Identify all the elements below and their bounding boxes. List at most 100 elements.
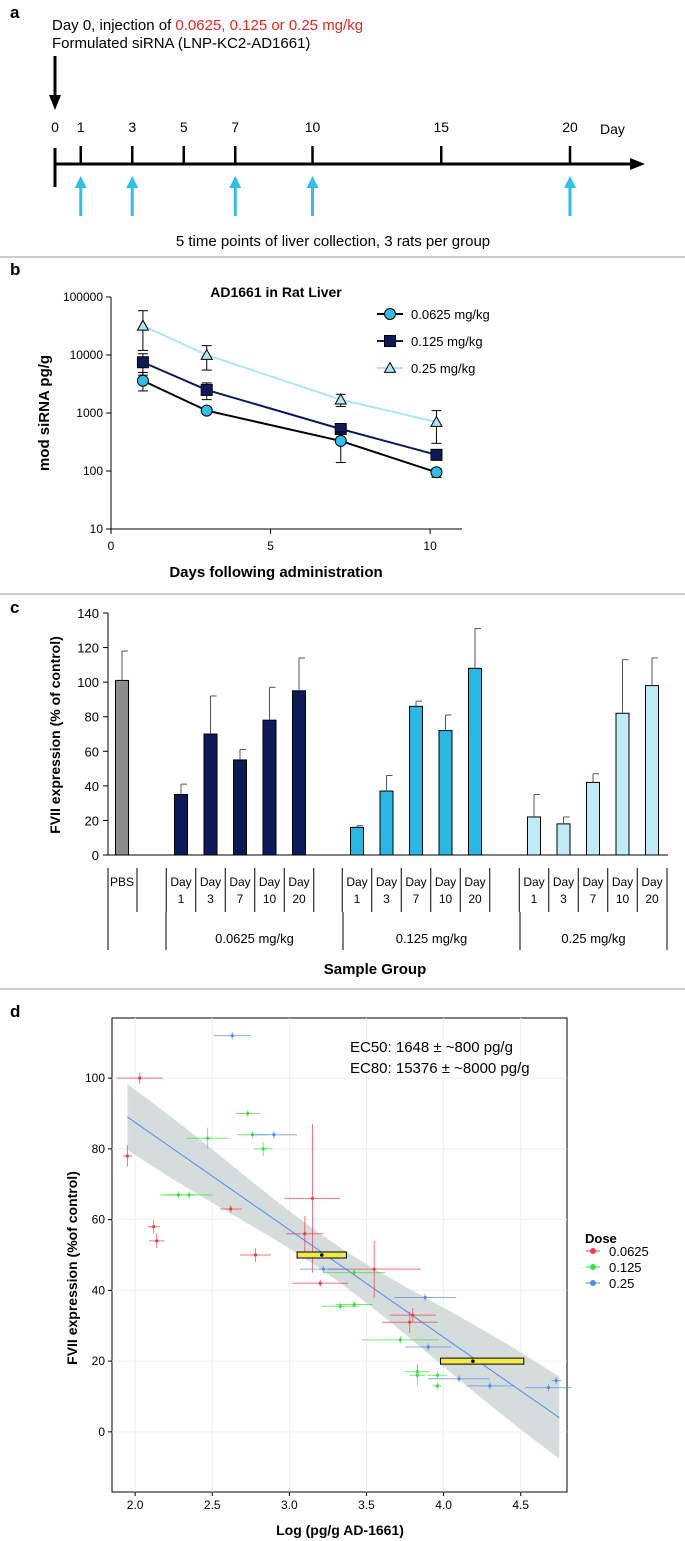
chart-d-data-point [435,1373,440,1377]
chart-c-bar-label-day: 10 [439,892,453,906]
panel-a: a Day 0, injection of 0.0625, 0.125 or 0… [10,3,645,250]
chart-c-y-tick-label: 40 [85,779,99,794]
panel-label-c: c [10,598,19,617]
chart-c-bar [615,712,630,856]
chart-d-data-point [229,1207,233,1211]
collection-arrow-icon [126,176,139,188]
chart-c-bar-label-day: 10 [263,892,277,906]
chart-d-data-point [303,1232,307,1236]
chart-c-y-tick-label: 0 [92,848,99,863]
panel-a-formulation-text: Formulated siRNA (LNP-KC2-AD1661) [52,35,310,52]
collection-arrow-icon [229,176,242,188]
chart-d-data-point [310,1196,315,1201]
chart-d-y-axis-label: FVII expression (%of control) [64,1171,80,1365]
chart-c-y-tick-label: 80 [85,710,99,725]
chart-c-bar [350,826,364,856]
chart-c-y-tick-label: 100 [77,675,99,690]
injection-arrow-head [49,95,61,110]
chart-c-bar-label-day: 20 [292,892,306,906]
chart-c-bar [645,685,659,856]
chart-c-bar-label: PBS [110,875,134,889]
panel-b: b AD1661 in Rat Liver Days following adm… [10,260,490,581]
chart-d-data-point [411,1313,415,1317]
chart-d-x-tick-label: 4.5 [512,1498,529,1512]
chart-c-bar-label: Day [405,875,426,889]
chart-d-data-point [187,1193,191,1197]
timeline-tick-label: 1 [77,119,85,135]
chart-d-legend-label: 0.25 [609,1276,634,1291]
chart-d-x-tick-label: 2.5 [204,1498,221,1512]
chart-d-ec-point [471,1359,475,1363]
chart-d-data-point [408,1320,412,1324]
panel-a-caption: 5 time points of liver collection, 3 rat… [176,233,490,250]
chart-b-x-axis-label: Days following administration [169,564,382,581]
chart-d-x-tick-label: 3.5 [358,1498,375,1512]
chart-b-data-point [200,404,213,417]
chart-c-bar-label-day: 1 [531,892,538,906]
chart-b-data-point [136,374,149,387]
chart-d-legend-label: 0.125 [609,1260,642,1275]
chart-d-data-point [546,1386,551,1390]
chart-d-data-point [423,1295,427,1300]
chart-d-data-point [352,1302,356,1307]
timeline-day-label: Day [600,121,625,137]
chart-d-data-point [272,1133,276,1137]
chart-b-data-point [334,393,348,405]
chart-c-bar-label: Day [582,875,603,889]
chart-c-y-tick-label: 60 [85,744,99,759]
chart-b-data-point [200,383,213,396]
chart-d-data-point [261,1147,265,1151]
chart-d-data-point [230,1034,234,1038]
chart-d-x-axis-label: Log (pg/g AD-1661) [276,1522,404,1538]
chart-c-bar [262,719,277,856]
chart-b-data-point [430,415,443,427]
chart-b-y-tick-label: 100000 [63,290,103,304]
chart-c-y-axis-label: FVII expression (% of control) [47,636,63,834]
timeline-tick-label: 10 [305,119,321,135]
chart-b-x-tick-label: 10 [423,539,437,553]
chart-b-data-point [136,319,150,331]
chart-c-bar-label-day: 7 [413,892,420,906]
chart-c-bar [438,730,453,856]
timeline-tick-label: 15 [433,119,449,135]
chart-b-title: AD1661 in Rat Liver [210,284,342,300]
collection-arrow-icon [306,176,319,188]
chart-c-bar [292,690,306,856]
chart-c-bar-label-day: 10 [616,892,630,906]
chart-d-legend-marker [590,1248,596,1254]
chart-c-group-label: 0.25 mg/kg [561,931,625,946]
chart-c-bar-label: Day [612,875,633,889]
chart-d-legend-label: 0.0625 [609,1244,649,1259]
chart-c-group-label: 0.125 mg/kg [396,931,468,946]
chart-b-y-tick-label: 100 [83,464,103,478]
chart-c-bar [468,667,482,856]
chart-c-bar [556,823,571,856]
chart-d-y-tick-label: 60 [92,1213,106,1227]
injection-prefix: Day 0, injection of [52,17,175,34]
chart-d-legend-marker [590,1280,596,1286]
chart-d-data-point [488,1384,492,1388]
panel-a-injection-text: Day 0, injection of 0.0625, 0.125 or 0.2… [52,17,363,34]
chart-b-series-line [142,324,437,423]
chart-d-y-tick-label: 0 [98,1425,105,1439]
chart-c-bar-label: Day [288,875,309,889]
timeline-tick-label: 5 [180,119,188,135]
chart-d-data-point [206,1136,210,1140]
chart-d-data-point [155,1239,159,1243]
chart-b-legend-label: 0.125 mg/kg [411,334,483,349]
chart-d-ec-bar [440,1357,525,1365]
chart-c-bar-label: Day [170,875,191,889]
chart-d-legend-marker [590,1264,596,1270]
chart-c-bar-label-day: 7 [590,892,597,906]
panel-label-d: d [10,1002,20,1021]
chart-c-group-label: 0.0625 mg/kg [215,931,294,946]
chart-d-data-point [457,1377,461,1381]
chart-b-data-point [430,448,443,461]
chart-c-x-axis-label: Sample Group [324,961,427,978]
timeline-tick-label: 3 [128,119,136,135]
chart-d-data-point [138,1076,142,1080]
chart-b-series-line [142,361,437,456]
panel-label-b: b [10,260,20,279]
chart-c-bar [203,733,218,856]
chart-d-data-point [415,1373,419,1377]
